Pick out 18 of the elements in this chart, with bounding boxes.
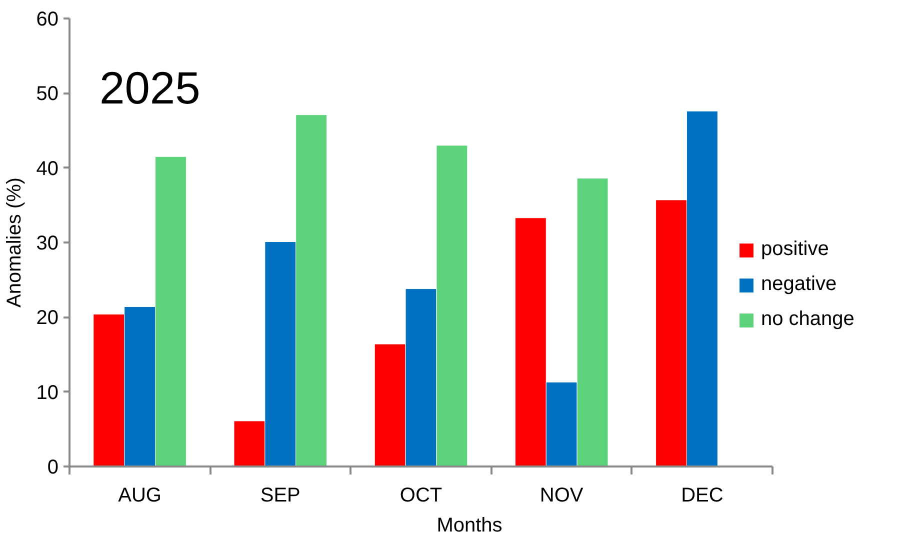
text: 2025 (100, 62, 200, 114)
x-tick-label: OCT (400, 484, 442, 506)
x-tick-label: NOV (540, 484, 584, 506)
legend-label: no change (761, 308, 854, 331)
y-axis-title: Anomalies (%) (3, 177, 26, 308)
y-tick-label: 40 (36, 158, 59, 180)
x-tick-label: SEP (260, 484, 300, 506)
x-tick-label: AUG (118, 484, 162, 506)
y-tick-label: 0 (47, 456, 58, 478)
y-tick-label: 10 (36, 382, 59, 404)
legend-label: negative (761, 273, 837, 296)
x-axis-title: Months (436, 514, 502, 536)
legend-label: positive (761, 238, 829, 261)
y-tick-label: 30 (36, 232, 59, 254)
y-tick-label: 50 (36, 83, 59, 106)
x-tick-label: DEC (681, 484, 724, 506)
y-tick-label: 20 (36, 307, 59, 330)
y-tick-label: 60 (36, 8, 59, 30)
